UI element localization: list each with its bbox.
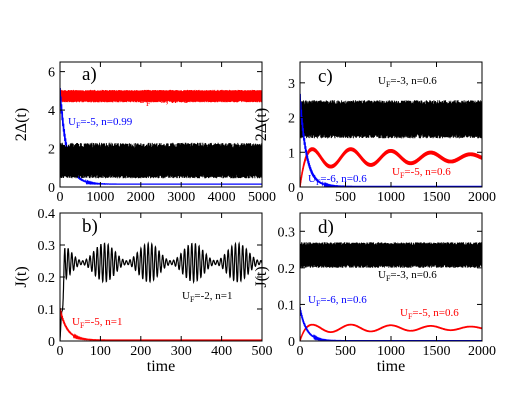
y-tick-label: 0.1 [278, 298, 296, 313]
x-tick-label: 500 [335, 190, 356, 205]
series-label: UF=-5, n=0.6 [392, 166, 451, 180]
x-tick-label: 300 [171, 344, 192, 359]
y-tick-label: 0.2 [278, 262, 296, 277]
y-tick-label: 0 [288, 335, 295, 350]
panel-tag: c) [318, 66, 333, 87]
x-tick-label: 2000 [468, 344, 496, 359]
x-tick-label: 100 [90, 344, 111, 359]
x-tick-label: 0 [57, 190, 64, 205]
y-tick-label: 0.2 [38, 271, 56, 286]
x-tick-label: 400 [211, 344, 232, 359]
y-tick-label: 6 [48, 66, 55, 81]
x-tick-label: 500 [252, 344, 273, 359]
y-axis-title: J(t) [13, 266, 30, 287]
x-tick-label: 3000 [167, 190, 195, 205]
y-tick-label: 2 [48, 143, 55, 158]
panel-b: UF=-2, n=1 UF=-5, n=1 0 100 200 300 400 500 0 0.1… [13, 207, 273, 375]
y-tick-label: 0.4 [38, 207, 56, 222]
x-tick-label: 0 [297, 190, 304, 205]
y-tick-label: 0 [48, 181, 55, 196]
series-label: UF=-3, n=0.6 [378, 269, 437, 283]
y-tick-label: 0.1 [38, 303, 56, 318]
x-tick-label: 2000 [468, 190, 496, 205]
series-label: UF=-5, n=1 [138, 94, 188, 108]
panel-tag: a) [82, 64, 97, 85]
series-line [300, 100, 482, 138]
x-tick-label: 5000 [248, 190, 276, 205]
series-label: UF=-5, n=0.6 [400, 307, 459, 321]
series-label: UF=-3, n=0.6 [378, 75, 437, 89]
x-tick-label: 0 [297, 344, 304, 359]
series-label: UF=-2, n=1 [182, 290, 232, 304]
y-tick-label: 0 [48, 335, 55, 350]
series-label: UF=-2, n=1 [150, 154, 200, 168]
y-tick-label: 3 [288, 77, 295, 92]
panel-tag: d) [318, 217, 334, 238]
x-axis-title: time [147, 358, 175, 375]
y-tick-label: 1 [288, 146, 295, 161]
series-line [300, 242, 482, 268]
y-tick-label: 4 [48, 104, 55, 119]
x-tick-label: 1500 [423, 344, 451, 359]
series-label: UF=-5, n=0.99 [68, 116, 133, 130]
y-tick-label: 0.3 [38, 239, 56, 254]
x-tick-label: 1000 [377, 344, 405, 359]
y-axis-title: 2Δ(t) [13, 108, 30, 141]
y-tick-label: 2 [288, 112, 295, 127]
panel-c: UF=-3, n=0.6 UF=-5, n=0.6 UF=-6, n=0.6 0 500… [253, 62, 496, 205]
panel-d: UF=-3, n=0.6 UF=-5, n=0.6 UF=-6, n=0.6 0 500… [253, 213, 496, 375]
series-label: UF=-6, n=0.6 [308, 173, 367, 187]
x-tick-label: 200 [130, 344, 151, 359]
x-tick-label: 4000 [208, 190, 236, 205]
series-label: UF=-6, n=0.6 [308, 294, 367, 308]
y-tick-label: 0 [288, 181, 295, 196]
x-tick-label: 2000 [127, 190, 155, 205]
y-axis-title: 2Δ(t) [253, 108, 270, 141]
panel-a: UF=-5, n=1UF=-5, n=0.99UF=-2, n=10 1000 20… [13, 62, 276, 205]
x-axis-title: time [377, 358, 405, 375]
y-tick-label: 0.3 [278, 225, 296, 240]
x-tick-label: 1000 [377, 190, 405, 205]
x-tick-label: 500 [335, 344, 356, 359]
x-tick-label: 1000 [86, 190, 114, 205]
panel-tag: b) [82, 216, 98, 237]
series-label: UF=-5, n=1 [72, 316, 122, 330]
y-axis-title: J(t) [253, 266, 270, 287]
plot-area [300, 242, 482, 341]
x-tick-label: 1500 [423, 190, 451, 205]
x-tick-label: 0 [57, 344, 64, 359]
